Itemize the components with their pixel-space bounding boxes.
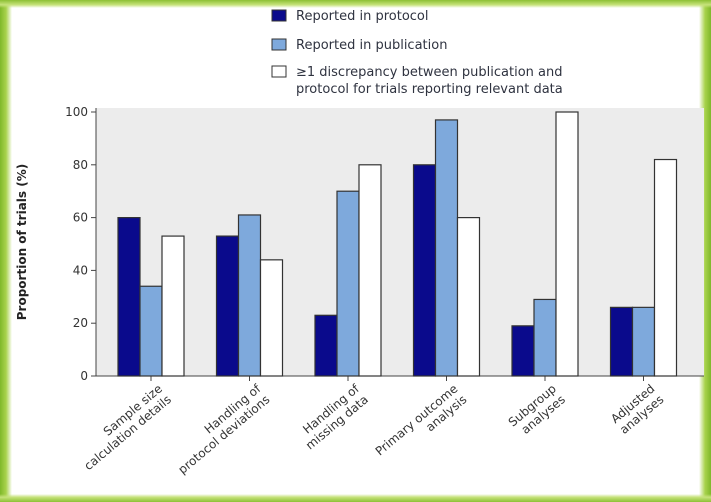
y-tick-label: 20 (73, 316, 88, 330)
frame-bottom-edge (0, 494, 711, 502)
plot-area (96, 108, 704, 376)
legend-label-protocol: Reported in protocol (296, 9, 429, 24)
y-tick-label: 60 (73, 211, 88, 225)
frame-top-edge (0, 0, 711, 8)
bar-protocol-1 (215, 235, 240, 377)
bar-publication-2 (336, 190, 360, 377)
legend: Reported in protocol Reported in publica… (271, 9, 563, 97)
axes: 0 20 40 60 80 100 (65, 105, 704, 383)
bar-publication-3 (434, 119, 459, 377)
bar-discrepancy-4 (555, 111, 579, 377)
bar-publication-0 (139, 285, 163, 377)
bar-publication-1 (237, 214, 262, 377)
legend-label-publication: Reported in publication (296, 38, 447, 53)
legend-swatch-protocol (271, 9, 287, 22)
bar-protocol-0 (117, 217, 141, 377)
y-tick-label: 40 (73, 263, 88, 277)
bar-protocol-2 (314, 314, 338, 377)
bar-protocol-4 (511, 325, 535, 377)
bars (117, 111, 678, 377)
y-tick-label: 80 (73, 158, 88, 172)
legend-label-discrepancy-line2: protocol for trials reporting relevant d… (296, 82, 563, 97)
bar-protocol-5 (609, 306, 634, 377)
legend-swatch-publication (271, 38, 287, 51)
bar-publication-5 (631, 306, 656, 377)
bar-discrepancy-5 (653, 158, 678, 377)
bar-discrepancy-2 (358, 164, 382, 377)
legend-label-discrepancy-line1: ≥1 discrepancy between publication and (296, 65, 563, 80)
y-axis-title: Proportion of trials (%) (15, 164, 29, 320)
bar-discrepancy-0 (161, 235, 185, 377)
bar-discrepancy-3 (456, 217, 481, 377)
bar-protocol-3 (412, 164, 437, 377)
y-tick-label: 0 (80, 369, 88, 383)
legend-swatch-discrepancy (271, 65, 287, 78)
bar-publication-4 (533, 298, 557, 377)
category-label-line: protocol deviations (175, 392, 272, 477)
bar-discrepancy-1 (259, 259, 284, 377)
y-tick-label: 100 (65, 105, 88, 119)
